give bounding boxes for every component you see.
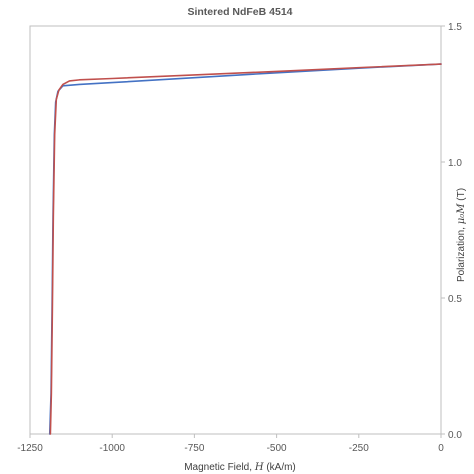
x-tick-label: -500 [267, 443, 287, 454]
x-axis-title-symbol: H [254, 462, 264, 473]
y-tick-label: 0.5 [448, 294, 462, 305]
x-tick-label: 0 [438, 443, 444, 454]
series-line-2 [49, 63, 442, 435]
x-axis-title-suffix: (kA/m) [264, 462, 296, 473]
series-layer [48, 63, 442, 435]
x-tick-label: -1000 [99, 443, 125, 454]
x-axis-title: Magnetic Field, H (kA/m) [184, 462, 296, 473]
plot-frame [29, 25, 442, 435]
y-tick-label: 1.0 [448, 158, 462, 169]
y-tick-labels: 0.0 0.5 1.0 1.5 [441, 22, 462, 441]
x-tick-labels: -1250 -1000 -750 -500 -250 0 [17, 434, 444, 454]
y-axis-title: Polarization, μ₀M (T) [456, 188, 467, 282]
y-axis-title-suffix: (T) [456, 188, 467, 204]
x-tick-label: -1250 [17, 443, 43, 454]
series-line-1 [48, 63, 442, 435]
x-axis-title-prefix: Magnetic Field, [184, 462, 255, 473]
chart-title: Sintered NdFeB 4514 [187, 6, 292, 18]
y-tick-label: 0.0 [448, 430, 462, 441]
y-axis-title-symbol: μ₀M [456, 203, 467, 225]
plot-area-border [29, 25, 442, 435]
y-axis-title-prefix: Polarization, [456, 224, 467, 282]
x-tick-label: -250 [349, 443, 369, 454]
y-tick-label: 1.5 [448, 22, 462, 33]
x-tick-label: -750 [184, 443, 204, 454]
